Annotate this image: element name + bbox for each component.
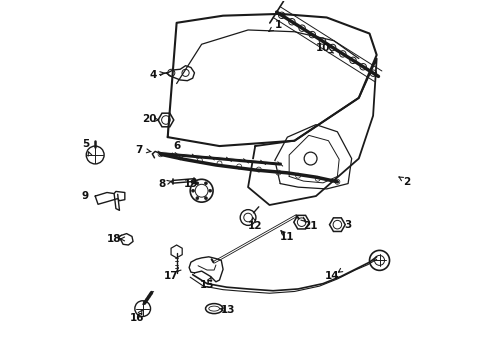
- Circle shape: [196, 182, 198, 185]
- Circle shape: [135, 301, 150, 316]
- Text: 12: 12: [247, 221, 262, 231]
- Circle shape: [304, 152, 316, 165]
- Circle shape: [308, 31, 315, 38]
- Circle shape: [191, 189, 194, 192]
- Circle shape: [196, 197, 198, 199]
- Circle shape: [349, 57, 355, 64]
- Text: 6: 6: [173, 141, 180, 151]
- Text: 9: 9: [82, 191, 89, 201]
- Text: 16: 16: [130, 312, 144, 323]
- Text: 2: 2: [403, 177, 410, 187]
- Circle shape: [204, 182, 207, 185]
- Text: 17: 17: [163, 271, 178, 282]
- Circle shape: [167, 69, 175, 76]
- Text: 14: 14: [324, 271, 339, 282]
- Circle shape: [315, 176, 320, 181]
- Ellipse shape: [205, 303, 222, 314]
- Text: 19: 19: [183, 179, 198, 189]
- Circle shape: [295, 173, 300, 178]
- Text: 13: 13: [221, 305, 235, 315]
- Text: 3: 3: [344, 220, 351, 230]
- Circle shape: [275, 170, 281, 175]
- Text: 21: 21: [303, 221, 317, 231]
- Text: 11: 11: [280, 232, 294, 242]
- Circle shape: [197, 158, 202, 163]
- Text: 8: 8: [159, 179, 165, 189]
- Circle shape: [236, 164, 241, 169]
- Circle shape: [182, 69, 189, 76]
- Circle shape: [217, 161, 222, 166]
- Circle shape: [208, 189, 211, 192]
- Text: 4: 4: [149, 69, 157, 80]
- Circle shape: [177, 155, 183, 160]
- Circle shape: [334, 179, 339, 184]
- Circle shape: [278, 12, 285, 18]
- Circle shape: [369, 250, 389, 270]
- Circle shape: [86, 146, 104, 164]
- Circle shape: [204, 197, 207, 199]
- Circle shape: [359, 64, 366, 70]
- Text: 18: 18: [107, 234, 121, 244]
- Circle shape: [190, 179, 213, 202]
- Circle shape: [158, 152, 163, 157]
- Circle shape: [298, 25, 305, 31]
- Text: 7: 7: [135, 145, 142, 155]
- Text: 10: 10: [315, 43, 330, 53]
- Circle shape: [339, 51, 346, 57]
- Circle shape: [240, 210, 255, 225]
- Circle shape: [288, 18, 295, 25]
- Circle shape: [256, 167, 261, 172]
- Circle shape: [329, 44, 335, 51]
- Text: 1: 1: [274, 19, 282, 30]
- Text: 20: 20: [142, 114, 157, 124]
- Text: 5: 5: [82, 139, 89, 149]
- Text: 15: 15: [199, 280, 214, 291]
- Circle shape: [369, 70, 376, 76]
- Circle shape: [319, 38, 325, 44]
